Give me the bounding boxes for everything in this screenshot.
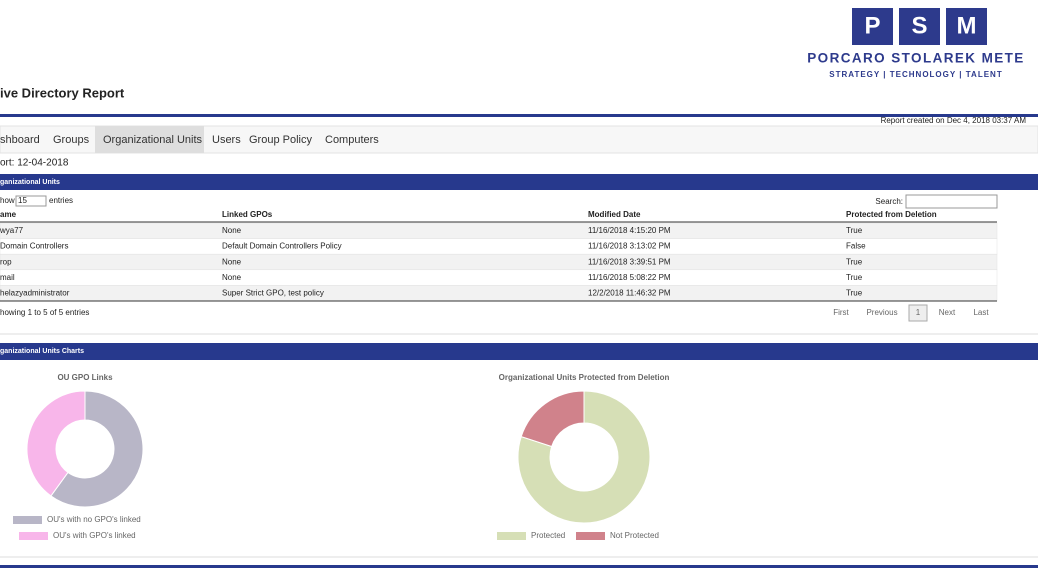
table-cell: Domain Controllers <box>0 242 68 251</box>
section-bar <box>0 174 1038 190</box>
page-size-select[interactable] <box>15 195 47 207</box>
nav-tab[interactable]: Users <box>212 134 241 146</box>
footer-rule <box>0 565 1038 568</box>
table-cell: wya77 <box>0 226 24 235</box>
table-cell: None <box>222 257 242 266</box>
created-date: Report created on Dec 4, 2018 03:37 AM <box>881 116 1027 125</box>
table-cell: rop <box>0 257 12 266</box>
nav-tab[interactable]: Groups <box>53 134 90 146</box>
logo-letter: M <box>957 12 977 39</box>
page-button[interactable]: 1 <box>916 308 921 317</box>
report-date: ort: 12-04-2018 <box>0 158 69 169</box>
logo-letter: P <box>864 12 880 39</box>
legend-swatch <box>13 516 42 524</box>
column-header[interactable]: Linked GPOs <box>222 210 273 219</box>
report-title: ive Directory Report <box>0 85 125 100</box>
nav-tab-active <box>95 126 204 153</box>
legend-swatch <box>576 532 605 540</box>
page-size: 15 <box>18 196 27 205</box>
legend-label[interactable]: Protected <box>531 531 565 540</box>
donut-segment[interactable] <box>26 390 86 497</box>
logo-box <box>899 8 940 45</box>
table-cell: True <box>846 257 863 266</box>
table-cell: 11/16/2018 3:13:02 PM <box>588 242 671 251</box>
logo-box <box>852 8 893 45</box>
table-cell: False <box>846 242 866 251</box>
table-cell: Super Strict GPO, test policy <box>222 289 324 298</box>
column-header[interactable]: Modified Date <box>588 210 641 219</box>
page-button[interactable]: Last <box>973 308 989 317</box>
legend-label[interactable]: Not Protected <box>610 531 659 540</box>
header-rule <box>0 114 1038 117</box>
table-cell: helazyadministrator <box>0 289 70 298</box>
donut-segment[interactable] <box>520 390 585 448</box>
table-cell: True <box>846 226 863 235</box>
section-title: ganizational Units <box>0 179 60 186</box>
column-header[interactable]: ame <box>0 210 17 219</box>
table-cell: 11/16/2018 5:08:22 PM <box>588 273 671 282</box>
table-cell: mail <box>0 273 15 282</box>
show-label: how <box>0 196 15 205</box>
table-info: howing 1 to 5 of 5 entries <box>0 308 89 317</box>
table-cell: None <box>222 226 242 235</box>
page-current <box>908 304 928 322</box>
table-cell: 11/16/2018 3:39:51 PM <box>588 257 671 266</box>
legend-swatch <box>19 532 48 540</box>
entries-label: entries <box>49 196 73 205</box>
table-cell: None <box>222 273 242 282</box>
legend-label[interactable]: OU's with GPO's linked <box>53 531 136 540</box>
charts-section-bar <box>0 343 1038 360</box>
page-button[interactable]: Previous <box>866 308 897 317</box>
page-button[interactable]: Next <box>939 308 956 317</box>
legend-label[interactable]: OU's with no GPO's linked <box>47 515 141 524</box>
nav-tab[interactable]: Computers <box>325 134 379 146</box>
nav-tab[interactable]: Organizational Units <box>103 134 203 146</box>
chart-title: OU GPO Links <box>57 373 113 382</box>
table-cell: Default Domain Controllers Policy <box>222 242 342 251</box>
logo-letter: S <box>911 12 927 39</box>
search-input[interactable] <box>905 194 998 209</box>
logo-name: PORCARO STOLAREK METE <box>807 51 1024 66</box>
table-cell: 11/16/2018 4:15:20 PM <box>588 226 671 235</box>
donut-segment[interactable] <box>517 390 651 524</box>
chart-title: Organizational Units Protected from Dele… <box>499 373 670 382</box>
search-label: Search: <box>875 197 903 206</box>
table-cell: 12/2/2018 11:46:32 PM <box>588 289 671 298</box>
nav-tab[interactable]: Group Policy <box>249 134 312 146</box>
table-cell: True <box>846 273 863 282</box>
nav-tab[interactable]: shboard <box>0 134 40 146</box>
charts-section-title: ganizational Units Charts <box>0 348 84 355</box>
logo-box <box>946 8 987 45</box>
table-cell: True <box>846 289 863 298</box>
donut-segment[interactable] <box>50 390 144 508</box>
legend-swatch <box>497 532 526 540</box>
column-header[interactable]: Protected from Deletion <box>846 210 937 219</box>
page-button[interactable]: First <box>833 308 849 317</box>
logo-tagline: STRATEGY | TECHNOLOGY | TALENT <box>829 70 1002 79</box>
